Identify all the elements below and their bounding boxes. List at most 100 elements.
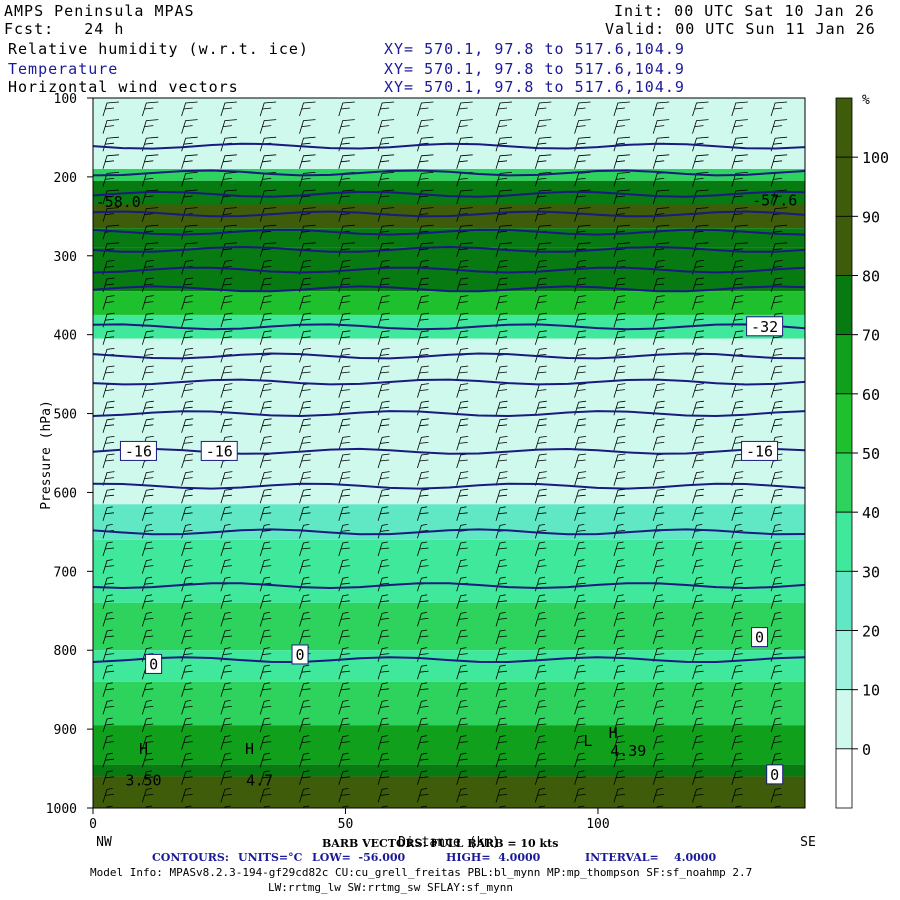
- wind-barb: [652, 471, 665, 486]
- wind-barb: [652, 700, 665, 715]
- wind-barb: [534, 735, 547, 750]
- wind-barb: [417, 312, 429, 328]
- wind-barb: [377, 365, 390, 381]
- wind-barb: [495, 119, 513, 134]
- field-label-rh: Relative humidity (w.r.t. ice): [8, 40, 309, 58]
- wind-barb: [692, 101, 709, 117]
- temperature-contour-line: [93, 245, 805, 253]
- wind-barb: [220, 295, 233, 310]
- wind-barb: [299, 488, 312, 504]
- wind-barb: [181, 154, 198, 169]
- wind-barb: [299, 788, 311, 803]
- wind-barb: [220, 242, 237, 257]
- wind-barb: [259, 365, 272, 381]
- wind-barb: [652, 365, 665, 381]
- wind-barb: [181, 471, 194, 486]
- wind-barb: [102, 101, 120, 117]
- wind-barb: [141, 418, 154, 433]
- wind-barb: [692, 506, 704, 521]
- wind-barb: [534, 418, 547, 433]
- wind-barb: [338, 365, 351, 381]
- wind-barb: [259, 436, 272, 451]
- wind-barb: [141, 612, 154, 627]
- wind-barb: [495, 752, 508, 768]
- wind-barb: [692, 629, 704, 645]
- wind-barb: [259, 242, 277, 257]
- wind-barb: [299, 154, 316, 169]
- wind-barb: [574, 154, 591, 169]
- wind-barb: [613, 488, 626, 504]
- wind-barb: [574, 400, 587, 416]
- wind-barb: [692, 700, 704, 715]
- wind-barb: [377, 788, 390, 803]
- contour-label: H: [245, 740, 254, 758]
- wind-barb: [731, 330, 744, 345]
- wind-barb: [338, 330, 351, 345]
- colorbar-segment: [835, 393, 853, 454]
- wind-barb: [692, 383, 705, 398]
- wind-barb: [181, 436, 194, 451]
- wind-barb: [731, 788, 743, 803]
- y-tick-label: 900: [54, 723, 77, 738]
- wind-barb: [456, 119, 473, 134]
- wind-barb: [534, 682, 547, 697]
- wind-barb: [613, 559, 625, 574]
- wind-barb: [613, 383, 626, 398]
- wind-barb: [417, 559, 429, 574]
- wind-barb: [259, 612, 272, 627]
- wind-barb: [770, 717, 783, 733]
- contour-label: -16: [206, 442, 233, 460]
- wind-barb: [613, 207, 630, 222]
- wind-barb: [456, 242, 473, 257]
- wind-barb: [259, 770, 272, 785]
- wind-barb: [495, 594, 508, 609]
- wind-barb: [652, 717, 665, 733]
- rh-layer-11: [93, 602, 805, 651]
- wind-barb: [259, 119, 277, 134]
- wind-barb: [259, 541, 272, 557]
- wind-barb: [417, 365, 429, 381]
- wind-barb: [652, 207, 670, 222]
- wind-barb: [338, 647, 350, 662]
- wind-barb: [652, 101, 670, 117]
- wind-barb: [377, 576, 390, 592]
- temperature-contour-line: [93, 410, 805, 418]
- wind-barb: [692, 119, 709, 134]
- wind-barb: [534, 330, 547, 345]
- contour-label-box: [766, 764, 784, 785]
- wind-barb: [495, 436, 508, 451]
- wind-barb: [377, 664, 390, 680]
- wind-barb: [538, 805, 546, 808]
- wind-barb: [102, 207, 120, 222]
- wind-barb: [534, 559, 547, 574]
- contour-label-box: [291, 644, 309, 665]
- wind-barb: [574, 664, 586, 680]
- wind-barb: [417, 629, 429, 645]
- wind-barb: [692, 647, 704, 662]
- wind-barb: [692, 717, 704, 733]
- wind-barb: [731, 594, 743, 609]
- wind-barb: [652, 488, 665, 504]
- wind-barb: [495, 418, 508, 433]
- colorbar-segment: [835, 334, 853, 395]
- wind-barb: [377, 471, 390, 486]
- wind-barb: [652, 295, 665, 310]
- wind-barb: [417, 735, 429, 750]
- wind-barb: [299, 541, 311, 557]
- wind-barb: [259, 224, 277, 240]
- wind-barb: [102, 436, 115, 451]
- wind-barb: [692, 682, 704, 697]
- wind-barb: [102, 453, 115, 469]
- wind-barb: [338, 541, 350, 557]
- wind-barb: [342, 805, 349, 808]
- wind-barb: [574, 383, 587, 398]
- wind-barb: [102, 717, 115, 733]
- field-xy-temperature: XY= 570.1, 97.8 to 517.6,104.9: [384, 60, 685, 78]
- wind-barb: [417, 594, 429, 609]
- wind-barb: [770, 594, 783, 609]
- wind-barb: [259, 524, 272, 539]
- wind-barb: [141, 717, 154, 733]
- wind-barb: [220, 506, 232, 521]
- wind-barb: [534, 453, 547, 469]
